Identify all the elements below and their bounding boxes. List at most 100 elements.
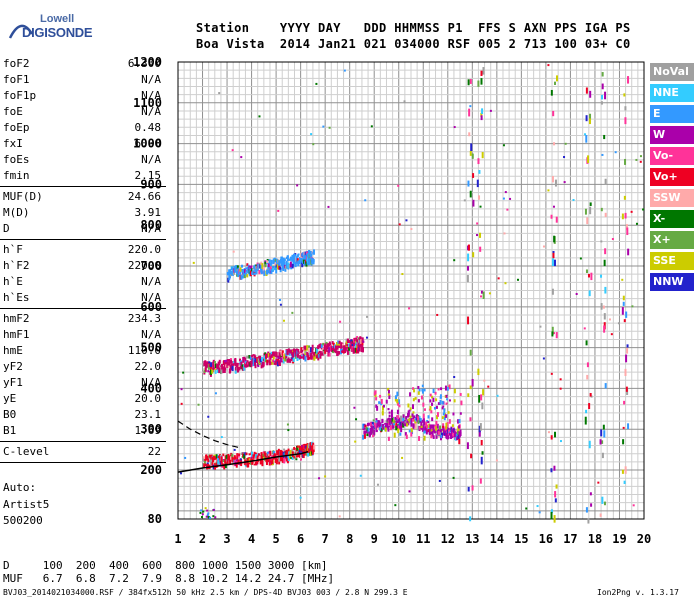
- interference-echo: [480, 115, 483, 121]
- trace-echo: [250, 265, 253, 270]
- trace-echo: [242, 366, 245, 371]
- trace-echo: [205, 454, 208, 457]
- trace-echo: [208, 363, 211, 368]
- trace-echo: [246, 362, 249, 368]
- param-value: 6.300: [127, 57, 161, 70]
- trace-echo: [218, 359, 221, 364]
- trace-echo: [317, 345, 320, 349]
- interference-echo: [554, 491, 557, 498]
- trace-echo: [346, 349, 349, 355]
- param-label: fmin: [3, 169, 30, 182]
- spread-echo: [425, 424, 428, 429]
- trace-echo: [260, 452, 263, 456]
- trace-echo: [230, 456, 233, 460]
- trace-echo: [270, 351, 273, 356]
- noise-echo: [394, 504, 397, 507]
- trace-echo: [440, 428, 443, 432]
- spread-echo: [398, 404, 401, 408]
- trace-echo: [255, 264, 258, 268]
- trace-echo: [431, 424, 434, 428]
- trace-echo: [304, 356, 307, 362]
- trace-echo: [297, 253, 300, 256]
- y-tick-label: 1100: [133, 96, 162, 110]
- trace-echo: [287, 455, 290, 461]
- spread-echo: [448, 384, 451, 390]
- trace-echo: [306, 253, 309, 259]
- x-tick-label: 4: [248, 532, 255, 546]
- interference-echo: [624, 466, 627, 474]
- param-label: foEp: [3, 121, 30, 134]
- noise-echo: [488, 292, 491, 295]
- trace-echo: [214, 370, 217, 374]
- noise-echo: [233, 448, 236, 451]
- spread-echo: [417, 416, 420, 421]
- trace-echo: [391, 416, 394, 423]
- param-value: 1.69: [134, 424, 162, 437]
- interference-echo: [553, 235, 556, 243]
- trace-echo: [229, 369, 232, 373]
- trace-echo: [225, 359, 228, 363]
- trace-echo: [220, 459, 223, 465]
- noise-echo: [469, 105, 472, 108]
- spread-echo: [384, 427, 387, 432]
- spread-echo: [388, 414, 391, 418]
- noise-echo: [214, 392, 217, 395]
- trace-echo: [270, 361, 273, 365]
- trace-echo: [302, 252, 305, 257]
- param-value: N/A: [141, 89, 161, 102]
- noise-echo: [497, 277, 500, 280]
- trace-echo: [280, 450, 283, 455]
- trace-echo: [238, 365, 241, 371]
- param-value: N/A: [141, 73, 161, 86]
- trace-echo: [252, 269, 255, 275]
- param-label: foEs: [3, 153, 30, 166]
- param-value: 2.15: [134, 169, 162, 182]
- legend-item: E: [650, 105, 694, 123]
- noise-echo: [453, 126, 456, 129]
- trace-echo: [319, 343, 322, 349]
- trace-echo: [274, 454, 277, 459]
- y-tick-label: 900: [140, 177, 162, 191]
- trace-echo: [308, 355, 311, 360]
- spread-echo: [430, 410, 433, 414]
- trace-echo: [428, 423, 431, 428]
- trace-echo: [265, 457, 268, 463]
- spread-echo: [424, 428, 427, 431]
- trace-echo: [257, 363, 260, 368]
- trace-echo: [246, 263, 249, 266]
- trace-echo: [307, 443, 310, 449]
- trace-echo: [206, 463, 209, 469]
- interference-echo: [480, 112, 483, 117]
- noise-echo: [542, 357, 545, 360]
- trace-echo: [320, 344, 323, 349]
- trace-echo: [365, 426, 368, 430]
- trace-echo: [459, 431, 462, 437]
- x-tick-label: 1: [174, 532, 181, 546]
- trace-echo: [268, 453, 271, 456]
- spread-echo: [422, 402, 425, 407]
- noise-echo: [315, 82, 318, 85]
- trace-echo: [299, 355, 302, 360]
- noise-echo: [600, 240, 603, 243]
- spread-echo: [425, 421, 428, 427]
- trace-echo: [214, 464, 217, 470]
- trace-echo: [301, 261, 304, 268]
- trace-echo: [422, 418, 425, 423]
- interference-echo: [480, 78, 483, 85]
- x-tick-label: 6: [297, 532, 304, 546]
- spread-echo: [418, 436, 421, 441]
- spread-echo: [432, 397, 435, 403]
- interference-echo: [621, 213, 624, 220]
- param-label: yF1: [3, 376, 23, 389]
- trace-echo: [249, 267, 252, 272]
- noise-echo: [610, 333, 613, 336]
- trace-echo: [283, 258, 286, 262]
- spread-echo: [405, 434, 408, 439]
- trace-echo: [224, 362, 227, 367]
- trace-echo: [450, 431, 453, 435]
- trace-echo: [246, 360, 249, 364]
- noise-echo: [180, 402, 183, 405]
- trace-echo: [362, 427, 365, 430]
- trace-echo: [296, 258, 299, 263]
- spread-echo: [436, 412, 439, 417]
